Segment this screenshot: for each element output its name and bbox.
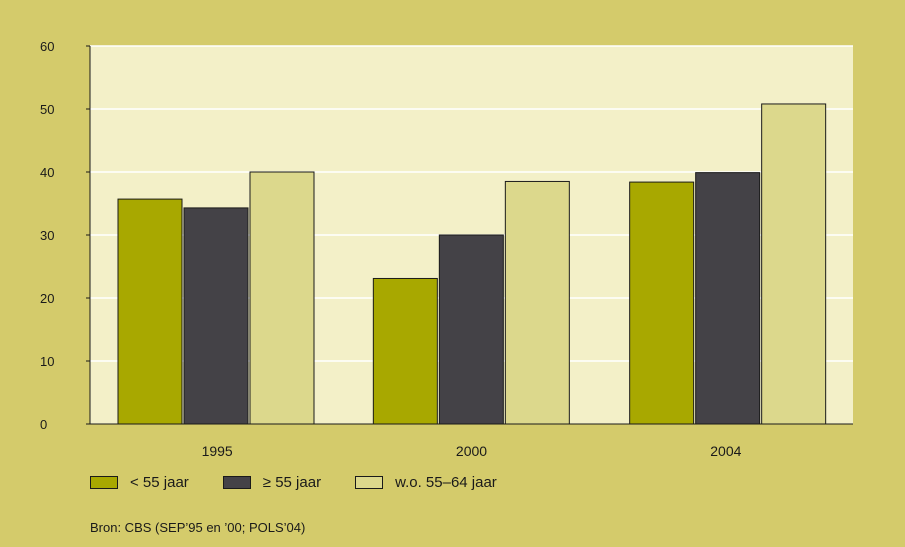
legend-item-55-64: w.o. 55–64 jaar [355,474,497,491]
legend-swatch-under-55 [90,476,118,489]
x-tick-label: 2004 [710,443,741,459]
x-tick-label: 1995 [202,443,233,459]
y-tick-label: 0 [40,417,47,432]
source-note: Bron: CBS (SEP’95 en ’00; POLS’04) [90,520,306,535]
bar-1995-series-2 [249,171,315,425]
legend-swatch-55-64 [355,476,384,489]
legend-item-55-plus: ≥ 55 jaar [222,474,322,491]
legend-label-55-64: w.o. 55–64 jaar [395,474,497,491]
bar-2000-series-1 [438,234,504,425]
legend-item-under-55: < 55 jaar [90,474,189,491]
legend-swatch-55-plus [222,476,251,489]
legend-label-55-plus: ≥ 55 jaar [262,474,322,491]
y-tick-label: 60 [40,39,54,54]
y-tick-label: 10 [40,354,54,369]
y-tick-label: 30 [40,228,54,243]
y-tick-label: 50 [40,102,54,117]
legend: < 55 jaar ≥ 55 jaar w.o. 55–64 jaar [90,474,531,491]
bar-2000-series-0 [372,277,438,425]
bar-1995-series-1 [183,207,249,425]
bar-2004-series-0 [629,181,695,425]
x-tick-label: 2000 [456,443,487,459]
y-tick-label: 40 [40,165,54,180]
bar-2004-series-1 [695,172,761,425]
bar-2000-series-2 [504,180,570,425]
y-tick-label: 20 [40,291,54,306]
bar-1995-series-0 [117,198,183,425]
bar-2004-series-2 [761,103,827,425]
legend-label-under-55: < 55 jaar [130,474,189,491]
